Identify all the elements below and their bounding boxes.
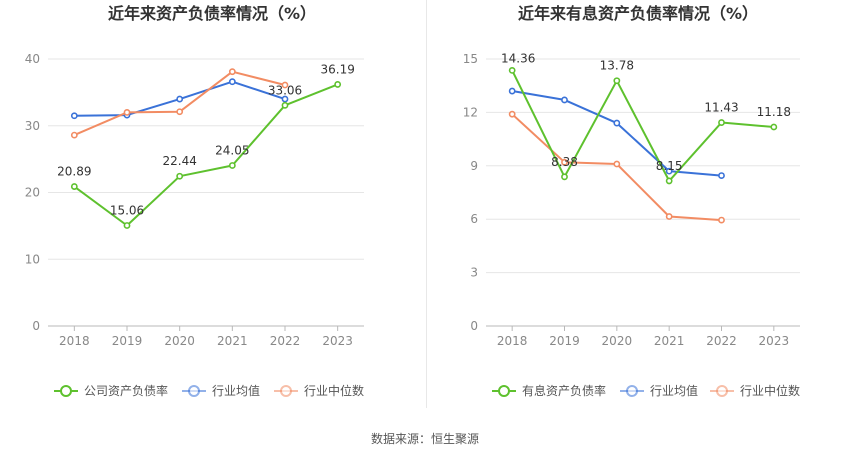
data-label: 11.18: [757, 105, 791, 119]
x-tick-label: 2018: [59, 334, 90, 348]
data-label: 11.43: [704, 101, 738, 115]
y-tick-label: 40: [25, 52, 40, 66]
x-tick-label: 2020: [164, 334, 195, 348]
y-tick-label: 6: [470, 212, 478, 226]
x-tick-label: 2022: [706, 334, 737, 348]
legend-marker-icon: [280, 385, 292, 397]
data-point[interactable]: [561, 158, 568, 166]
data-point[interactable]: [176, 95, 184, 103]
data-point[interactable]: [718, 119, 725, 126]
x-tick-label: 2020: [602, 334, 633, 348]
data-point[interactable]: [718, 172, 725, 179]
data-point[interactable]: [508, 66, 516, 74]
y-tick-label: 30: [25, 119, 40, 133]
data-label: 20.89: [57, 165, 91, 179]
data-point[interactable]: [770, 123, 778, 131]
x-tick-label: 2023: [759, 334, 790, 348]
data-point[interactable]: [281, 81, 289, 89]
data-point[interactable]: [665, 177, 673, 185]
series-line-company: [511, 69, 774, 182]
data-point[interactable]: [561, 96, 568, 104]
data-label: 24.05: [215, 143, 249, 157]
data-point[interactable]: [70, 131, 78, 139]
data-point[interactable]: [508, 110, 516, 118]
legend-marker-icon: [188, 385, 200, 397]
data-label: 15.06: [110, 203, 144, 217]
data-label: 14.36: [501, 51, 535, 65]
y-tick-label: 0: [32, 319, 40, 333]
data-point[interactable]: [228, 162, 236, 169]
panel-divider: [426, 0, 427, 408]
legend-item[interactable]: 公司资产负债率: [54, 383, 168, 398]
legend-label: 行业中位数: [304, 383, 364, 398]
data-point[interactable]: [228, 68, 236, 76]
y-tick-label: 9: [470, 159, 478, 173]
chart-2: 近年来有息资产负债率情况（%） 0 3 6 9 12 15 2018 2019 2020 2021 2…: [463, 4, 800, 398]
x-tick-label: 2023: [322, 334, 353, 348]
legend-marker-icon: [60, 385, 72, 397]
x-tick-label: 2022: [270, 334, 301, 348]
data-label: 8.15: [656, 159, 683, 173]
y-tick-label: 15: [463, 52, 478, 66]
legend-item[interactable]: 行业均值: [182, 383, 260, 398]
chart-title: 近年来资产负债率情况（%）: [108, 4, 316, 23]
data-point[interactable]: [561, 173, 568, 181]
x-tick-label: 2018: [497, 334, 528, 348]
data-point[interactable]: [70, 112, 78, 120]
x-tick-label: 2021: [654, 334, 685, 348]
legend-label: 行业均值: [212, 383, 260, 398]
x-tick-label: 2019: [549, 334, 580, 348]
data-label: 36.19: [320, 62, 354, 76]
legend-item[interactable]: 行业均值: [620, 383, 698, 398]
x-tick-label: 2019: [112, 334, 143, 348]
data-label: 22.44: [162, 154, 196, 168]
data-point[interactable]: [508, 87, 516, 95]
data-point[interactable]: [718, 216, 725, 224]
data-label: 13.78: [600, 59, 634, 73]
data-point[interactable]: [613, 160, 621, 168]
y-tick-label: 3: [470, 266, 478, 280]
data-point[interactable]: [70, 183, 78, 190]
chart-title: 近年来有息资产负债率情况（%）: [518, 4, 758, 23]
legend-marker-icon: [498, 385, 510, 397]
y-tick-label: 0: [470, 319, 478, 333]
data-point[interactable]: [281, 101, 289, 109]
legend-label: 有息资产负债率: [522, 383, 606, 398]
data-point[interactable]: [228, 78, 236, 86]
data-point[interactable]: [613, 77, 621, 85]
legend-marker-icon: [716, 385, 728, 397]
data-point[interactable]: [613, 119, 621, 127]
legend-marker-icon: [626, 385, 638, 397]
y-tick-label: 10: [25, 252, 40, 266]
data-source-note: 数据来源：恒生聚源: [370, 432, 479, 446]
data-point[interactable]: [281, 95, 289, 103]
legend-item[interactable]: 行业中位数: [710, 383, 800, 398]
data-point[interactable]: [123, 109, 131, 116]
chart-1: 近年来资产负债率情况（%） 0 10 20 30 40 2018 2019 2020 2021 20…: [25, 4, 364, 398]
x-tick-label: 2021: [217, 334, 248, 348]
legend-label: 行业中位数: [740, 383, 800, 398]
data-point[interactable]: [334, 81, 342, 88]
data-point[interactable]: [665, 213, 673, 220]
y-tick-label: 12: [463, 105, 478, 119]
series-line-company: [73, 83, 339, 227]
legend-label: 行业均值: [650, 383, 698, 398]
data-label: 33.06: [268, 83, 302, 97]
data-point[interactable]: [176, 172, 184, 180]
y-tick-label: 20: [25, 186, 40, 200]
legend-item[interactable]: 有息资产负债率: [492, 383, 606, 398]
data-point[interactable]: [176, 108, 184, 116]
data-point[interactable]: [665, 167, 673, 175]
data-label: 8.38: [551, 155, 578, 169]
legend-label: 公司资产负债率: [84, 383, 168, 398]
data-point[interactable]: [123, 222, 131, 229]
legend-item[interactable]: 行业中位数: [274, 383, 364, 398]
